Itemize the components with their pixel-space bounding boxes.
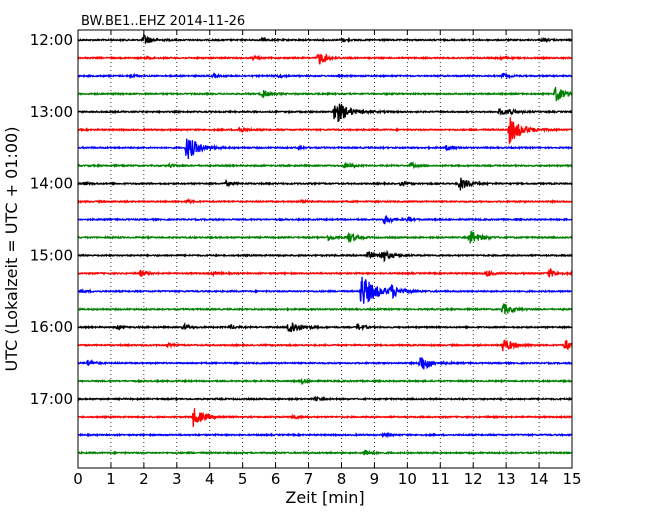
trace-line	[77, 377, 573, 386]
x-tick-label: 5	[238, 470, 248, 488]
trace-line	[77, 138, 573, 160]
x-tick-label: 9	[370, 470, 380, 488]
chart-title: BW.BE1..EHZ 2014-11-26	[81, 14, 245, 29]
x-tick-label: 6	[271, 470, 281, 488]
x-axis-ticks: 0 1 2 3 4 5 6 7 8 9 10 11 12 13 14 15	[73, 30, 582, 488]
y-tick-label: 15:00	[30, 246, 73, 264]
trace-line	[77, 408, 573, 428]
y-tick-label: 16:00	[30, 318, 73, 336]
trace-line	[77, 249, 573, 263]
trace-line	[77, 33, 573, 45]
x-tick-label: 1	[106, 470, 116, 488]
trace-line	[77, 276, 573, 304]
x-axis-label: Zeit [min]	[285, 488, 364, 507]
trace-line	[77, 267, 573, 278]
trace-line	[77, 197, 573, 205]
trace-line	[77, 230, 573, 244]
vertical-gridlines	[110, 30, 540, 468]
trace-line	[77, 117, 573, 145]
trace-line	[77, 321, 573, 333]
trace-line	[77, 71, 573, 80]
plot-frame	[77, 29, 573, 469]
trace-line	[77, 303, 573, 315]
x-tick-label: 8	[337, 470, 347, 488]
y-axis-ticks: 12:00 13:00 14:00 15:00 16:00 17:00	[30, 31, 572, 408]
trace-line	[77, 357, 573, 370]
trace-line	[77, 431, 573, 439]
y-tick-label: 13:00	[30, 103, 73, 121]
trace-line	[77, 449, 573, 456]
trace-line	[77, 103, 573, 123]
x-tick-label: 4	[205, 470, 215, 488]
trace-group	[77, 33, 573, 456]
trace-line	[77, 177, 573, 191]
trace-line	[77, 215, 573, 225]
x-tick-label: 2	[139, 470, 149, 488]
x-tick-label: 3	[172, 470, 182, 488]
trace-line	[77, 395, 573, 402]
x-tick-label: 13	[497, 470, 516, 488]
x-tick-label: 12	[464, 470, 483, 488]
x-tick-label: 7	[304, 470, 314, 488]
x-tick-label: 0	[73, 470, 83, 488]
trace-line	[77, 86, 573, 102]
x-tick-label: 15	[562, 470, 581, 488]
y-tick-label: 17:00	[30, 390, 73, 408]
trace-line	[77, 53, 573, 65]
trace-line	[77, 339, 573, 352]
x-tick-label: 10	[398, 470, 417, 488]
y-tick-label: 12:00	[30, 31, 73, 49]
x-tick-label: 11	[431, 470, 450, 488]
x-tick-label: 14	[530, 470, 549, 488]
trace-line	[77, 161, 573, 170]
y-tick-label: 14:00	[30, 175, 73, 193]
y-axis-label: UTC (Lokalzeit = UTC + 01:00)	[2, 127, 21, 372]
